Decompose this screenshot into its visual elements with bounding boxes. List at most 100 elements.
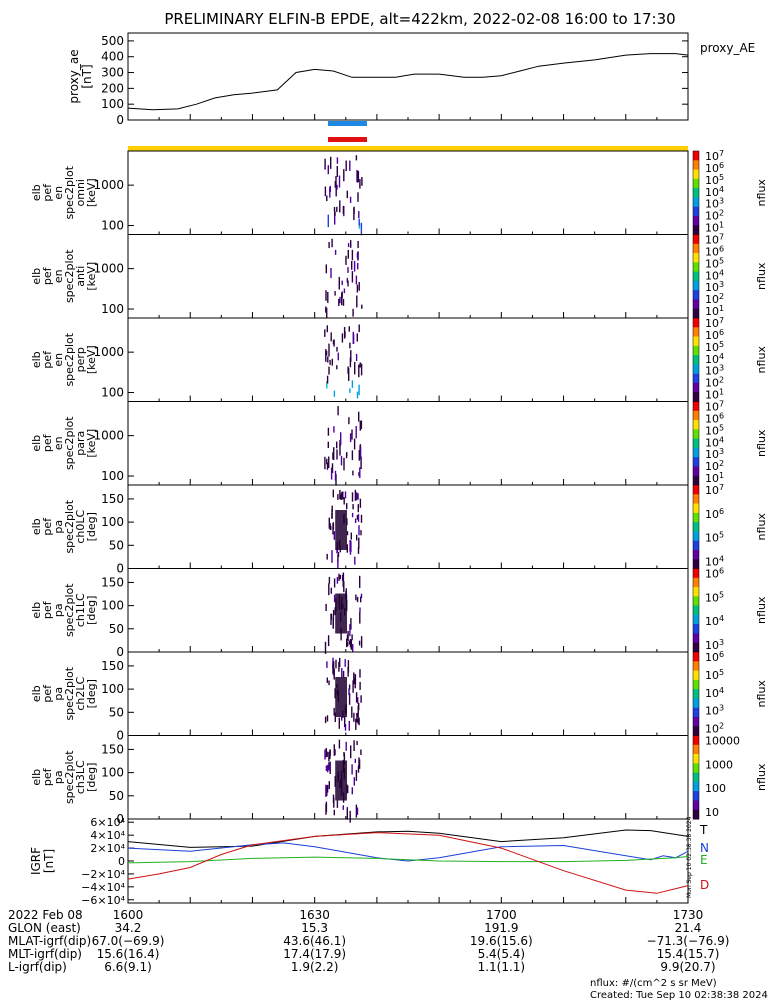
- data-streak: [335, 176, 337, 188]
- data-streak: [327, 165, 329, 175]
- data-streak: [351, 512, 354, 518]
- ephem-value: 9.9(20.7): [660, 960, 715, 974]
- panel-frame: [127, 150, 689, 235]
- colorbar-segment: [693, 475, 699, 486]
- data-streak: [350, 240, 352, 248]
- data-streak: [348, 720, 350, 731]
- data-streak: [348, 326, 350, 332]
- data-streak: [340, 432, 342, 445]
- data-streak: [346, 277, 348, 283]
- data-streak: [346, 503, 348, 510]
- data-streak: [329, 187, 331, 198]
- data-streak: [332, 610, 335, 616]
- data-streak: [355, 692, 358, 703]
- data-streak: [326, 661, 328, 668]
- colorbar-segment: [693, 791, 699, 801]
- panel-frame: [127, 735, 689, 820]
- colorbar-label: 107: [705, 483, 724, 497]
- data-streak: [353, 740, 355, 751]
- data-streak: [325, 803, 327, 815]
- data-streak: [338, 175, 341, 188]
- data-streak: [325, 748, 327, 758]
- data-streak: [326, 751, 328, 757]
- igrf-legend-E: E: [700, 853, 708, 867]
- panel-ylabel: pa: [52, 603, 65, 617]
- data-streak: [358, 211, 360, 218]
- data-streak: [360, 222, 363, 236]
- colorbar-segment: [693, 457, 699, 467]
- data-streak: [336, 800, 339, 808]
- colorbar-segment: [693, 243, 699, 254]
- colorbar-segment: [693, 698, 699, 709]
- data-streak: [325, 349, 327, 362]
- panel-ylabel: elb: [30, 602, 43, 619]
- colorbar-segment: [693, 772, 699, 783]
- data-streak: [356, 391, 359, 399]
- data-streak: [338, 298, 340, 306]
- ephem-value: 1.9(2.2): [291, 960, 339, 974]
- ytick-label: 0: [116, 645, 124, 659]
- colorbar-title: nflux: [755, 429, 768, 457]
- data-streak: [334, 688, 336, 699]
- data-streak: [359, 362, 361, 368]
- data-streak: [353, 438, 356, 450]
- data-streak: [335, 659, 337, 669]
- panel-ylabel: [keV]: [85, 345, 98, 374]
- colorbar-title: nflux: [755, 763, 768, 791]
- colorbar-segment: [693, 373, 699, 384]
- colorbar-label: 102: [705, 722, 724, 736]
- data-streak: [333, 207, 336, 212]
- data-streak: [358, 364, 360, 378]
- data-streak: [327, 441, 329, 448]
- data-streak: [337, 406, 339, 416]
- ytick-label: 50: [109, 789, 124, 803]
- data-streak: [333, 669, 335, 680]
- panel-ylabel: ch0LC: [74, 510, 87, 544]
- data-streak: [328, 343, 330, 357]
- data-streak: [326, 784, 329, 793]
- data-streak: [332, 794, 335, 804]
- ytick-label: 150: [101, 575, 124, 589]
- data-streak: [332, 523, 334, 535]
- ephem-value: 17.4(17.9): [283, 947, 346, 961]
- data-streak: [351, 261, 353, 270]
- data-streak: [340, 493, 342, 500]
- data-streak: [334, 211, 336, 216]
- panel-frame: [127, 234, 689, 319]
- data-streak: [351, 380, 354, 388]
- ephem-value: 191.9: [484, 921, 518, 935]
- spectrogram-panels: 1000100elbpefenspec2plotomni[keV]1071061…: [30, 149, 768, 826]
- data-streak: [356, 492, 358, 501]
- colorbar-segment: [693, 485, 699, 495]
- colorbar-frame: [692, 735, 700, 820]
- data-streak: [352, 643, 354, 652]
- colorbar-segment: [693, 689, 699, 699]
- ytick-label: 100: [101, 386, 124, 400]
- igrf-ytick-label: 4×10⁴: [90, 829, 125, 842]
- data-streak: [355, 275, 358, 285]
- data-streak: [339, 575, 341, 580]
- ytick-label: 1000: [93, 178, 124, 192]
- data-streak: [341, 292, 343, 306]
- data-streak: [354, 674, 357, 685]
- colorbar-segment: [693, 429, 699, 440]
- ytick-label: 150: [101, 659, 124, 673]
- igrf-ylabel: [nT]: [42, 849, 56, 873]
- data-streak: [326, 553, 328, 560]
- data-streak: [331, 509, 333, 519]
- colorbar-segment: [693, 280, 699, 291]
- data-streak: [359, 467, 361, 478]
- data-streak: [361, 177, 363, 186]
- data-streak: [329, 749, 331, 756]
- ytick-label: 1000: [93, 429, 124, 443]
- data-streak: [358, 218, 360, 226]
- data-streak: [347, 280, 349, 287]
- data-streak: [350, 350, 352, 362]
- data-streak: [330, 268, 332, 279]
- colorbar-segment: [693, 549, 699, 560]
- data-streak: [326, 715, 329, 722]
- data-streak: [351, 271, 354, 283]
- colorbar-segment: [693, 540, 699, 551]
- data-streak: [359, 681, 361, 690]
